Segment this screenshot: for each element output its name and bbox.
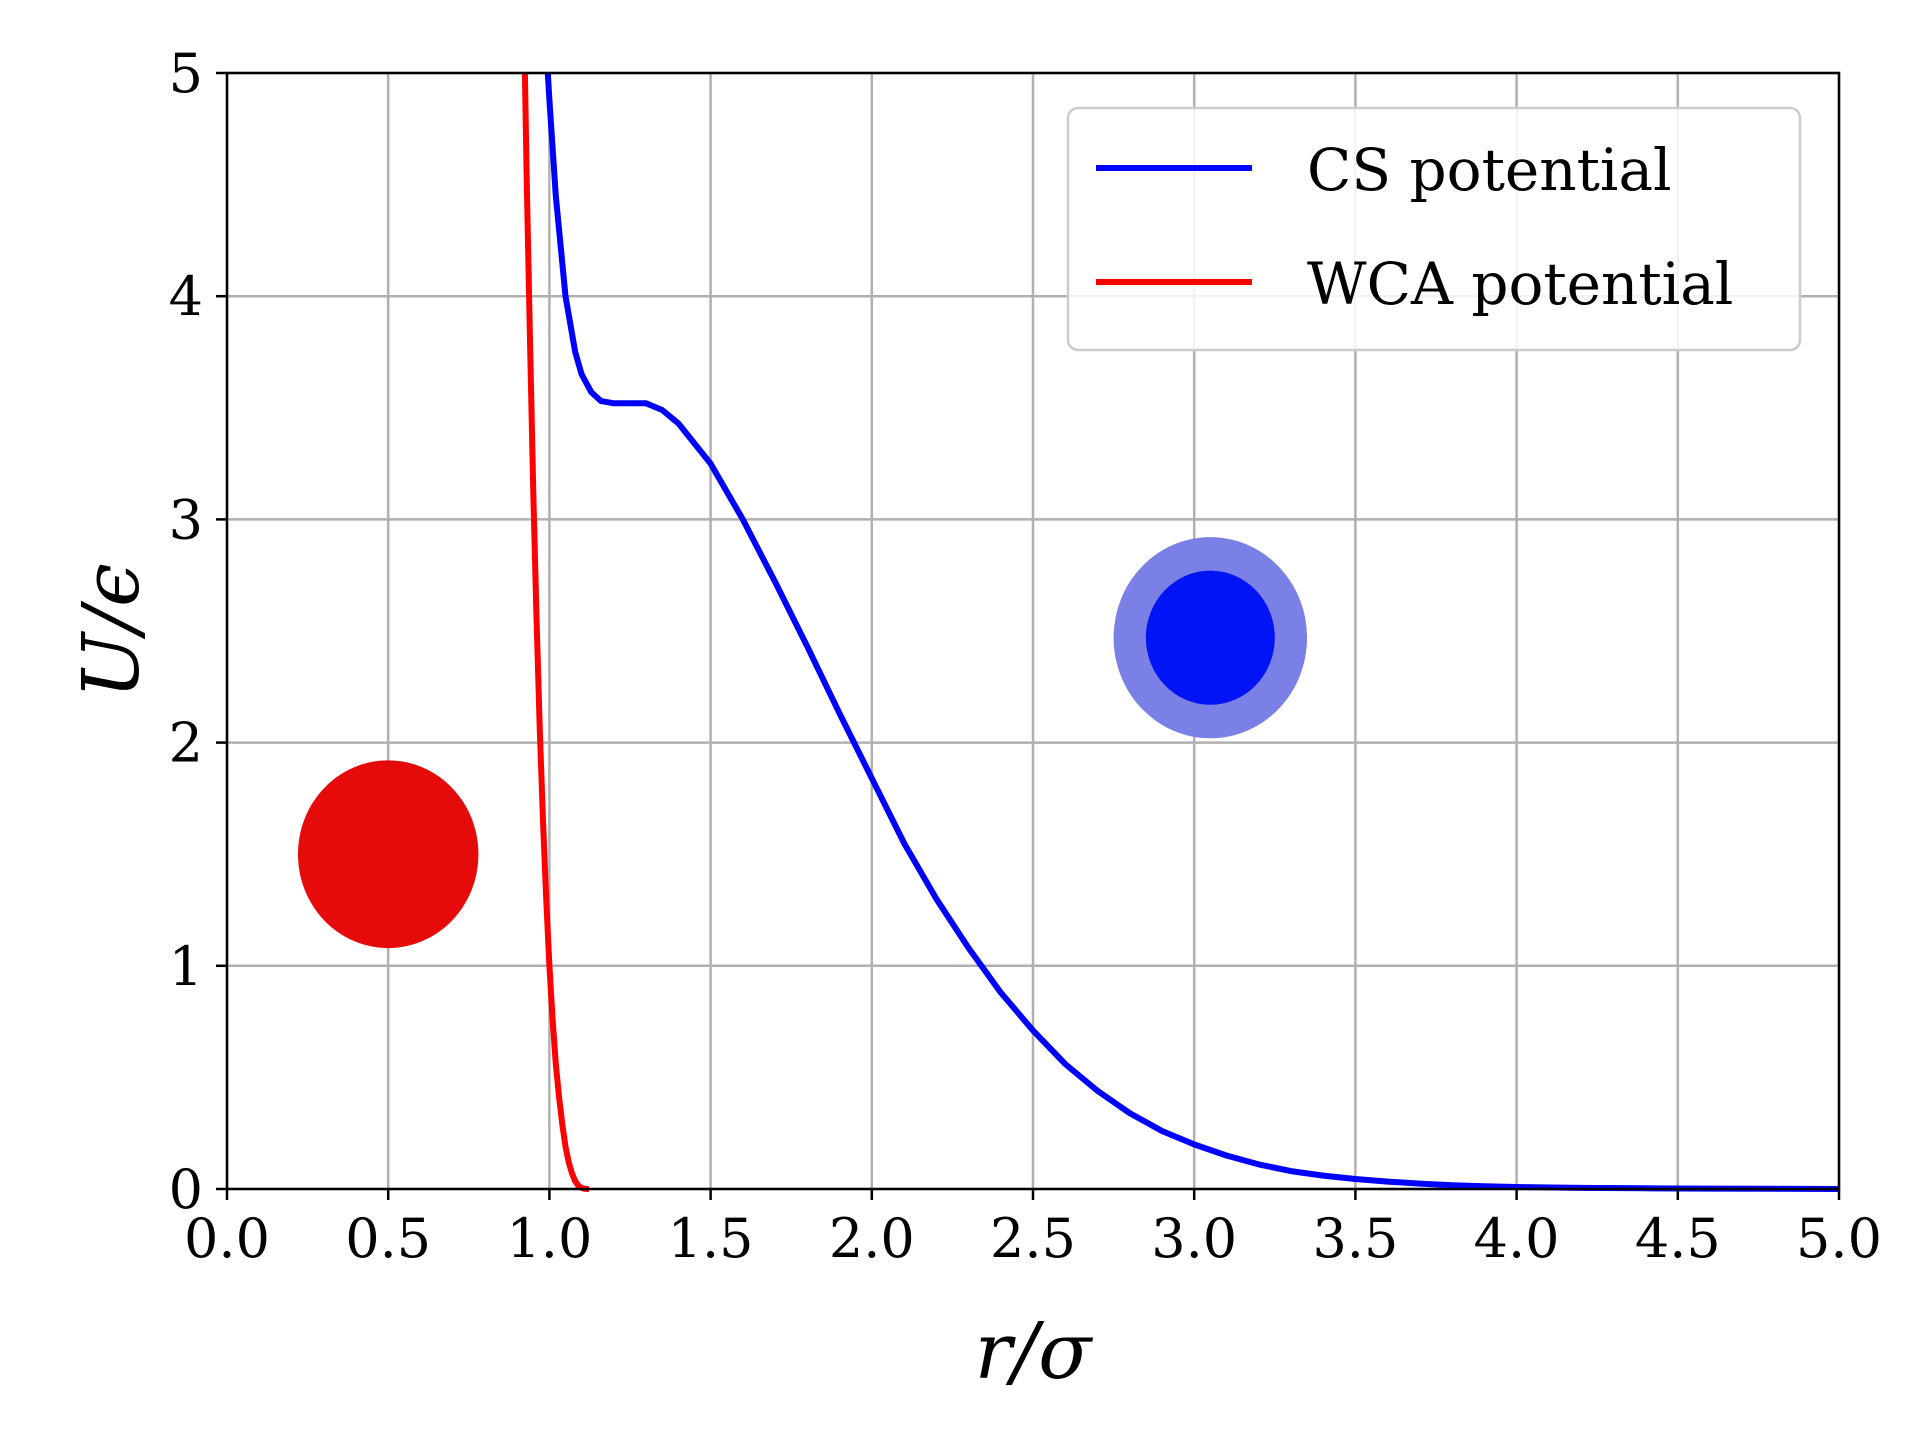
y-tick-label: 5: [169, 42, 203, 105]
legend-label-wca: WCA potential: [1307, 250, 1733, 318]
x-tick-label: 2.0: [829, 1207, 915, 1270]
x-tick-label: 3.5: [1312, 1207, 1398, 1270]
series-lines: [521, 72, 1840, 1192]
y-tick-label: 4: [169, 265, 203, 328]
x-tick-label: 1.5: [668, 1207, 754, 1270]
particle-illustrations: [297, 537, 1308, 949]
x-tick-label: 5.0: [1796, 1207, 1882, 1270]
y-tick-label: 3: [169, 488, 203, 551]
series-line-wca-potential: [521, 72, 592, 1192]
x-tick-label: 1.0: [506, 1207, 592, 1270]
x-tick-label: 2.5: [990, 1207, 1076, 1270]
legend: CS potential WCA potential: [1066, 106, 1802, 352]
y-tick-label: 0: [169, 1158, 203, 1221]
x-tick-label: 3.0: [1151, 1207, 1237, 1270]
y-tick-label: 1: [169, 935, 203, 998]
axis-ticks: [216, 71, 1841, 1200]
x-axis-title: r/σ: [975, 1307, 1094, 1397]
y-tick-label: 2: [169, 712, 203, 775]
core-disk-blue: [1145, 570, 1275, 705]
series-line-cs-potential: [544, 72, 1840, 1192]
legend-label-cs: CS potential: [1307, 136, 1672, 204]
x-tick-label: 4.0: [1474, 1207, 1560, 1270]
x-tick-label: 0.5: [345, 1207, 431, 1270]
x-tick-label: 0.0: [184, 1207, 270, 1270]
x-tick-label: 4.5: [1635, 1207, 1721, 1270]
tick-labels: 0.0 0.5 1.0 1.5 2.0 2.5 3.0 3.5 4.0 4.5 5.0 0 1 2 3 4 5: [169, 42, 1882, 1270]
hard-core-disk-red: [297, 760, 479, 949]
y-axis-title: U/ϵ: [67, 563, 157, 699]
